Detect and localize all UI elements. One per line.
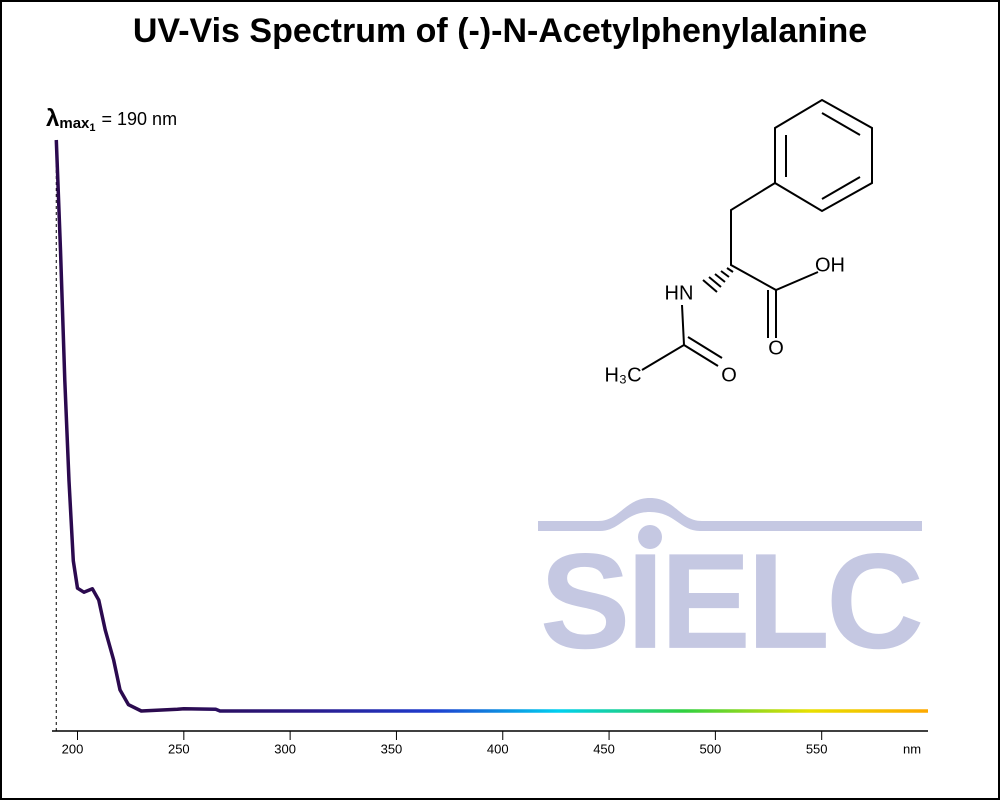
annotation-subsub: 1 <box>89 122 95 134</box>
atom-label: O <box>721 364 737 386</box>
watermark-text: SIELC <box>540 525 921 677</box>
x-tick-label: 500 <box>700 741 722 756</box>
atom-label: HN <box>665 282 694 304</box>
logo-wave <box>538 498 922 531</box>
watermark: SIELC <box>538 498 925 677</box>
annotation-text: = 190 nm <box>102 109 178 129</box>
annotation: λmax1 = 190 nm <box>46 105 177 134</box>
bonds <box>730 182 819 338</box>
x-tick-label: 300 <box>274 741 296 756</box>
annotation-sub: max <box>59 115 90 132</box>
x-tick-label: 200 <box>62 741 84 756</box>
annotation-symbol: λ <box>46 105 59 132</box>
amide-bonds <box>641 304 723 371</box>
benzene-ring <box>774 98 873 213</box>
x-tick-label: 550 <box>806 741 828 756</box>
logo-dot <box>638 525 662 549</box>
x-tick-label: 450 <box>593 741 615 756</box>
x-axis-label: nm <box>903 741 921 756</box>
spectrum-line <box>54 139 928 713</box>
structure <box>641 98 873 371</box>
atom-label: O <box>768 337 784 359</box>
atom-label: OH <box>815 254 845 276</box>
hash-wedge <box>702 267 734 293</box>
chart-title: UV-Vis Spectrum of (-)-N-Acetylphenylala… <box>133 12 867 50</box>
x-tick-label: 400 <box>487 741 509 756</box>
x-tick-label: 250 <box>168 741 190 756</box>
atom-label: H₃C <box>604 364 641 386</box>
benzene-double-bonds <box>785 112 861 200</box>
x-tick-label: 350 <box>381 741 403 756</box>
